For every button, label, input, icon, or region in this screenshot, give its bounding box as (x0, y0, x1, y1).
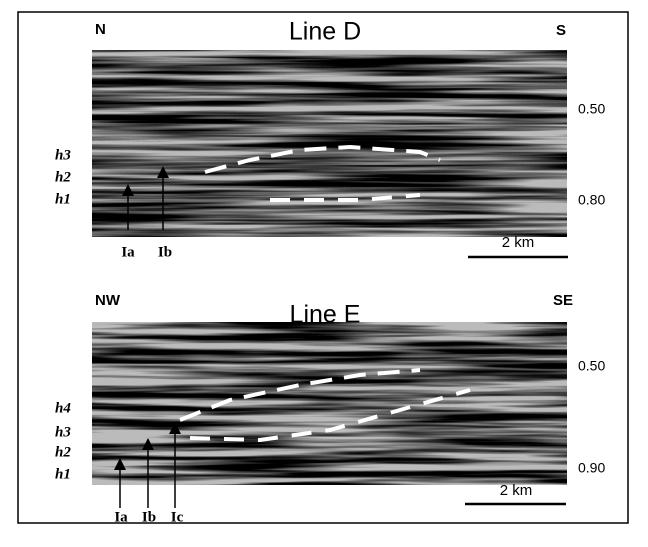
direction-label: N (95, 21, 106, 38)
interpreted-surface (204, 144, 441, 174)
arrow-label: Ia (114, 509, 128, 525)
scale-label: 2 km (502, 234, 535, 251)
panel-e: Line E NW SE 0.50 0.90 h4 h3 h2 h1 Ia Ib… (55, 292, 605, 525)
direction-label: SE (553, 292, 573, 309)
horizon-label: h2 (55, 444, 71, 460)
time-label: 0.90 (578, 460, 605, 476)
time-label: 0.50 (578, 101, 605, 117)
arrow-label: Ib (158, 244, 172, 260)
horizon-label: h3 (55, 147, 71, 163)
time-label: 0.50 (578, 358, 605, 374)
arrow-label: Ia (121, 244, 135, 260)
horizon-label: h4 (55, 400, 71, 416)
seismic-reflectors (92, 322, 567, 485)
scale-label: 2 km (500, 482, 533, 499)
panel-d: Line D N S 0.50 0.80 h3 h2 h1 Ia Ib 2 km (55, 18, 605, 261)
interpreted-surface (179, 368, 421, 422)
direction-label: NW (95, 292, 121, 309)
frame (17, 11, 629, 524)
interpreted-surface (189, 388, 471, 443)
arrow-label: Ic (171, 509, 184, 525)
arrow-label: Ib (142, 509, 156, 525)
seismic-reflectors (92, 50, 567, 237)
horizon-label: h2 (55, 169, 71, 185)
horizon-label: h3 (55, 424, 71, 440)
horizon-label: h1 (55, 466, 71, 482)
time-label: 0.80 (578, 192, 605, 208)
panel-title: Line D (289, 18, 361, 46)
direction-label: S (556, 22, 566, 39)
horizon-label: h1 (55, 191, 71, 207)
panel-title: Line E (290, 301, 361, 329)
